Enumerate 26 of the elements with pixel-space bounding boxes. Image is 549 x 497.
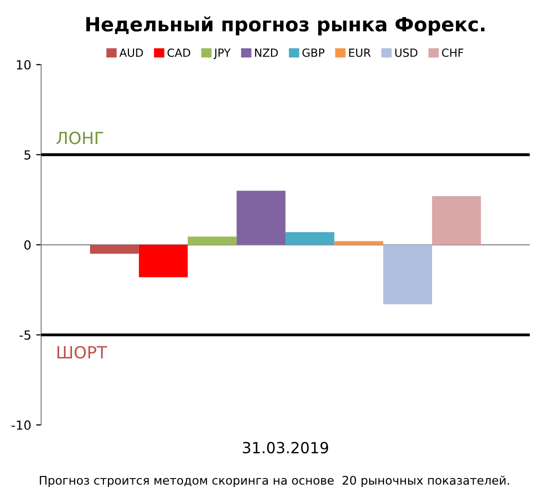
bar	[334, 241, 384, 245]
bar	[188, 236, 237, 245]
text: Прогноз строится методом скоринга на основе 20 рыночных показателей.	[40, 476, 509, 488]
legend-label: JPY	[214, 48, 231, 59]
legend-label: NZD	[255, 48, 278, 57]
bar	[236, 190, 286, 245]
legend-label: EUR	[349, 48, 371, 57]
legend-label: CHF	[442, 48, 464, 57]
legend-label: GBP	[302, 48, 324, 57]
ref-line-label: ШОРТ	[57, 346, 108, 359]
legend-label: CAD	[168, 48, 190, 57]
y-tick-label: 10	[16, 60, 31, 70]
bar	[383, 244, 432, 304]
y-tick-label: 0	[24, 240, 31, 250]
legend-label: AUD	[119, 48, 143, 57]
bar	[432, 196, 481, 245]
y-tick-label: 5	[24, 150, 30, 160]
y-tick-label: -10	[12, 420, 31, 430]
chart-title: Недельный прогноз рынка Форекс.	[86, 16, 484, 36]
bar	[138, 244, 188, 278]
legend-label: USD	[395, 48, 418, 57]
bar	[90, 244, 139, 254]
ref-line-label: ЛОНГ	[56, 132, 104, 144]
y-tick-label: -5	[20, 330, 30, 340]
x-tick-label: 31.03.2019	[242, 442, 328, 454]
bar	[285, 232, 334, 245]
